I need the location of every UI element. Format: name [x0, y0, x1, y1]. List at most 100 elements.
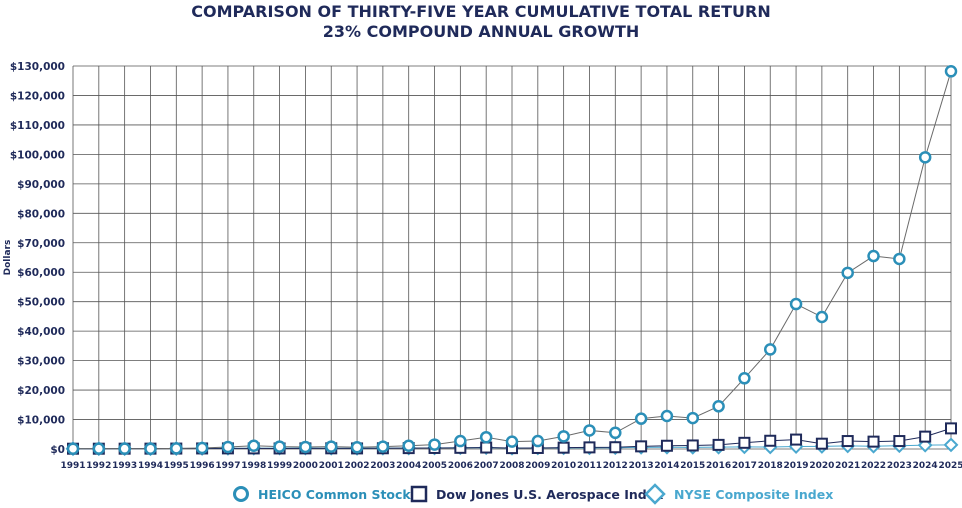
y-tick-label: $0	[50, 444, 65, 456]
aerospace-data-point	[919, 430, 932, 443]
x-tick-label: 2009	[525, 461, 550, 471]
aerospace-data-point	[790, 433, 803, 446]
heico-data-point	[454, 434, 467, 448]
heico-data-point	[273, 440, 286, 453]
x-tick-label: 2020	[809, 461, 834, 471]
y-tick-label: $130,000	[10, 61, 65, 73]
x-tick-label: 1991	[60, 461, 85, 471]
chart-subtitle: 23% COMPOUND ANNUAL GROWTH	[322, 22, 640, 41]
heico-data-point	[376, 440, 390, 453]
x-tick-label: 2023	[887, 461, 912, 471]
x-tick-label: 2017	[732, 461, 757, 471]
heico-data-point	[557, 430, 570, 443]
heico-data-point	[867, 249, 880, 263]
y-tick-label: $70,000	[17, 238, 65, 250]
aerospace-data-point	[815, 437, 828, 450]
heico-data-point	[92, 442, 106, 455]
nyse-data-point	[943, 437, 959, 453]
x-tick-label: 2010	[551, 461, 576, 471]
y-tick-label: $110,000	[10, 120, 65, 132]
y-tick-label: $80,000	[17, 208, 65, 220]
x-tick-label: 1997	[215, 461, 240, 471]
aerospace-data-point	[635, 440, 648, 453]
y-axis-label: Dollars	[3, 240, 13, 276]
y-tick-label: $30,000	[17, 356, 65, 368]
x-tick-label: 2014	[654, 461, 679, 471]
heico-data-point	[118, 442, 131, 455]
heico-data-point	[634, 412, 648, 425]
x-tick-label: 2016	[706, 461, 731, 471]
x-tick-label: 2015	[680, 461, 705, 471]
x-tick-label: 1992	[86, 461, 111, 471]
y-tick-label: $90,000	[17, 179, 65, 191]
x-tick-label: 1995	[164, 461, 189, 471]
x-tick-label: 1996	[190, 461, 215, 471]
heico-data-point	[195, 441, 209, 455]
legend-item-heico: HEICO Common Stock	[232, 484, 411, 504]
heico-data-point	[660, 409, 674, 423]
x-tick-label: 2018	[758, 461, 783, 471]
line-chart: $0 $10,000 $20,000 $30,000 $40,000 $50,000 $60…	[3, 61, 962, 471]
aerospace-data-point	[841, 435, 854, 448]
heico-data-point	[402, 439, 415, 453]
aerospace-data-point	[609, 441, 622, 454]
aerospace-data-point	[583, 441, 596, 454]
y-tick-label: $50,000	[17, 297, 65, 309]
diamond-marker-icon	[644, 483, 666, 505]
aerospace-data-point	[893, 435, 906, 448]
x-tick-label: 2025	[938, 461, 962, 471]
heico-data-point	[479, 430, 493, 444]
x-tick-label: 2004	[396, 461, 421, 471]
circle-marker-icon	[233, 486, 249, 502]
heico-data-point	[505, 435, 519, 448]
y-tick-label: $10,000	[17, 415, 65, 427]
x-tick-label: 2007	[474, 461, 499, 471]
legend-label-aerospace: Dow Jones U.S. Aerospace Index	[436, 486, 664, 502]
heico-data-point	[712, 400, 725, 413]
aerospace-data-point	[945, 422, 957, 435]
x-tick-label: 2000	[293, 461, 318, 471]
heico-data-point	[763, 343, 777, 356]
x-tick-label: 2001	[319, 461, 344, 471]
heico-data-point	[144, 442, 157, 455]
aerospace-data-point	[557, 441, 570, 454]
heico-data-point	[738, 372, 751, 385]
x-tick-label: 2019	[784, 461, 809, 471]
x-tick-label: 2002	[345, 461, 370, 471]
square-marker-icon	[410, 485, 428, 503]
heico-data-point	[583, 424, 596, 437]
legend-label-nyse: NYSE Composite Index	[674, 486, 834, 502]
aerospace-data-point	[712, 438, 725, 451]
y-tick-label: $60,000	[17, 267, 65, 279]
heico-data-point	[247, 439, 261, 453]
x-tick-label: 2013	[629, 461, 654, 471]
heico-data-point	[789, 297, 803, 311]
y-tick-label: $40,000	[17, 326, 65, 338]
y-tick-label: $100,000	[10, 149, 65, 161]
chart-title: COMPARISON OF THIRTY-FIVE YEAR CUMULATIV…	[191, 2, 771, 21]
aerospace-data-point	[867, 435, 880, 448]
heico-data-point	[66, 442, 80, 455]
heico-data-point	[815, 310, 829, 324]
x-tick-label: 2022	[861, 461, 886, 471]
heico-data-point	[944, 65, 958, 78]
aerospace-data-point	[480, 441, 493, 454]
heico-data-point	[918, 151, 932, 164]
heico-data-point	[170, 442, 183, 455]
legend-item-nyse: NYSE Composite Index	[644, 483, 834, 505]
x-tick-label: 2024	[913, 461, 938, 471]
x-tick-label: 2012	[603, 461, 628, 471]
heico-data-point	[531, 434, 545, 448]
heico-data-point	[324, 440, 338, 453]
x-tick-label: 2006	[448, 461, 473, 471]
y-tick-label: $20,000	[17, 385, 65, 397]
heico-data-point	[428, 438, 441, 451]
heico-data-point	[299, 440, 312, 454]
aerospace-data-point	[660, 439, 673, 452]
x-tick-label: 2003	[370, 461, 395, 471]
legend-label-heico: HEICO Common Stock	[258, 486, 411, 502]
heico-data-point	[221, 440, 235, 454]
aerospace-data-point	[738, 436, 751, 449]
aerospace-data-point	[764, 434, 777, 447]
x-tick-label: 2005	[422, 461, 447, 471]
